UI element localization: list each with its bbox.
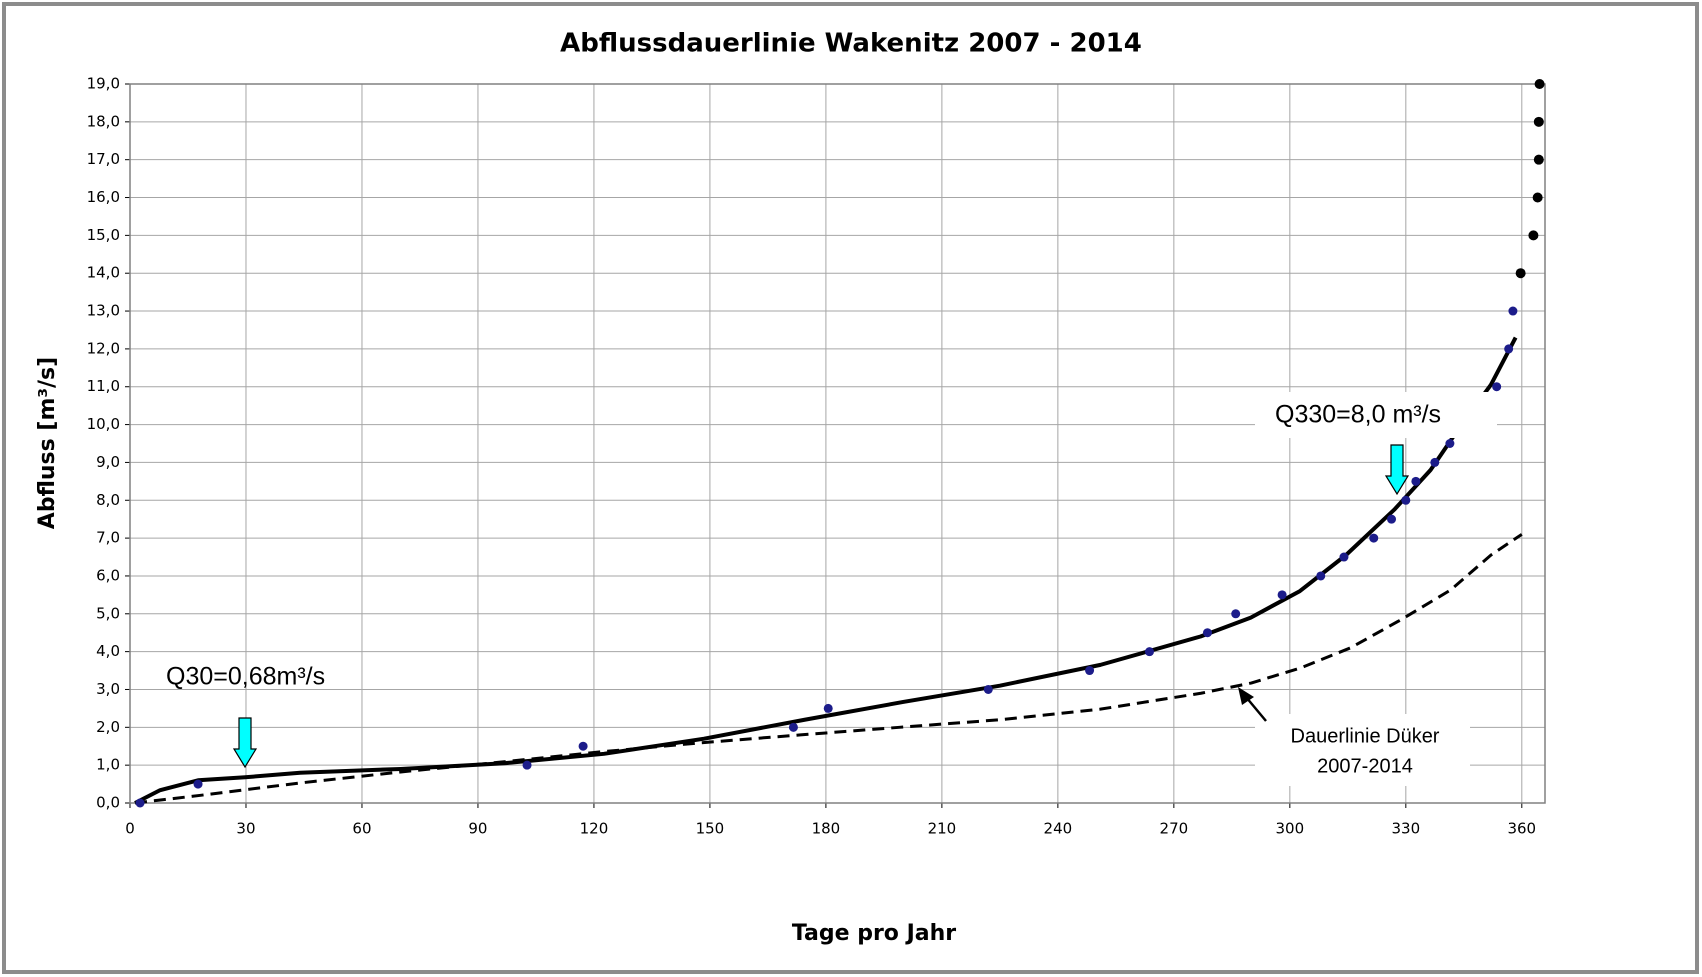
y-tick-label: 12,0 xyxy=(87,339,120,357)
x-tick-label: 150 xyxy=(696,820,725,838)
x-tick-label: 210 xyxy=(928,820,957,838)
y-axis-label: Abfluss [m³/s] xyxy=(35,357,60,529)
x-tick-label: 0 xyxy=(125,820,135,838)
data-point xyxy=(983,684,993,694)
x-tick-label: 30 xyxy=(236,820,255,838)
data-point xyxy=(135,798,145,808)
pointer-line xyxy=(1245,696,1267,722)
x-tick-label: 120 xyxy=(580,820,609,838)
y-tick-label: 2,0 xyxy=(96,718,120,736)
annotation: Q30=0,68m³/s xyxy=(166,663,325,691)
y-tick-label: 18,0 xyxy=(87,112,120,130)
x-tick-label: 240 xyxy=(1044,820,1073,838)
data-point xyxy=(1202,628,1212,638)
y-tick-label: 1,0 xyxy=(96,756,120,774)
pointer-head xyxy=(1238,687,1254,705)
data-point xyxy=(1492,382,1502,392)
data-point xyxy=(522,760,532,770)
data-point xyxy=(1445,439,1455,448)
data-point xyxy=(1411,476,1421,486)
data-point xyxy=(1369,533,1379,543)
data-point xyxy=(193,779,203,789)
y-tick-label: 9,0 xyxy=(96,453,120,471)
data-point xyxy=(1401,495,1411,505)
data-point xyxy=(578,741,588,751)
data-point xyxy=(1533,116,1544,127)
data-point xyxy=(1504,344,1514,354)
data-point xyxy=(1144,647,1154,657)
dashed-line xyxy=(134,533,1523,805)
data-point xyxy=(1085,666,1095,676)
data-point xyxy=(1316,571,1326,581)
y-tick-label: 10,0 xyxy=(87,415,120,433)
fit-line xyxy=(134,336,1518,805)
annotation: Q330=8,0 m³/s xyxy=(1275,401,1441,429)
x-tick-label: 300 xyxy=(1276,820,1305,838)
y-tick-label: 4,0 xyxy=(96,642,120,660)
chart-title: Abflussdauerlinie Wakenitz 2007 - 2014 xyxy=(560,29,1142,59)
x-axis-label: Tage pro Jahr xyxy=(792,921,956,946)
x-tick-label: 180 xyxy=(812,820,841,838)
data-point xyxy=(1532,192,1543,203)
y-tick-label: 15,0 xyxy=(87,226,120,244)
label-box xyxy=(1255,392,1497,438)
y-tick-label: 19,0 xyxy=(87,75,120,93)
y-tick-label: 0,0 xyxy=(96,794,120,812)
arrow xyxy=(1384,444,1410,496)
x-tick-label: 90 xyxy=(468,820,487,838)
label-box xyxy=(1255,714,1470,786)
y-tick-label: 13,0 xyxy=(87,302,120,320)
y-tick-label: 3,0 xyxy=(96,680,120,698)
plot-border xyxy=(129,83,1546,804)
x-tick-label: 60 xyxy=(352,820,371,838)
annotation: 2007-2014 xyxy=(1317,755,1413,777)
data-point xyxy=(1277,590,1287,600)
y-tick-label: 6,0 xyxy=(96,566,120,584)
y-tick-label: 7,0 xyxy=(96,529,120,547)
annotation: Dauerlinie Düker xyxy=(1291,725,1440,747)
data-point xyxy=(1430,457,1440,467)
data-point xyxy=(823,703,833,713)
data-point xyxy=(1515,268,1526,279)
data-point xyxy=(1528,230,1539,241)
x-tick-label: 330 xyxy=(1391,820,1420,838)
data-point xyxy=(1533,154,1544,165)
data-point xyxy=(1231,609,1241,619)
data-point xyxy=(1534,79,1545,89)
y-tick-label: 5,0 xyxy=(96,604,120,622)
arrow xyxy=(232,717,258,769)
y-tick-label: 17,0 xyxy=(87,150,120,168)
data-point xyxy=(1387,514,1397,524)
data-point xyxy=(788,722,798,732)
y-tick-label: 8,0 xyxy=(96,491,120,509)
x-tick-label: 270 xyxy=(1160,820,1189,838)
y-tick-label: 11,0 xyxy=(87,377,120,395)
y-tick-label: 16,0 xyxy=(87,188,120,206)
y-tick-label: 14,0 xyxy=(87,264,120,282)
data-point xyxy=(1339,552,1349,562)
x-tick-label: 360 xyxy=(1507,820,1536,838)
data-point xyxy=(1508,306,1518,316)
